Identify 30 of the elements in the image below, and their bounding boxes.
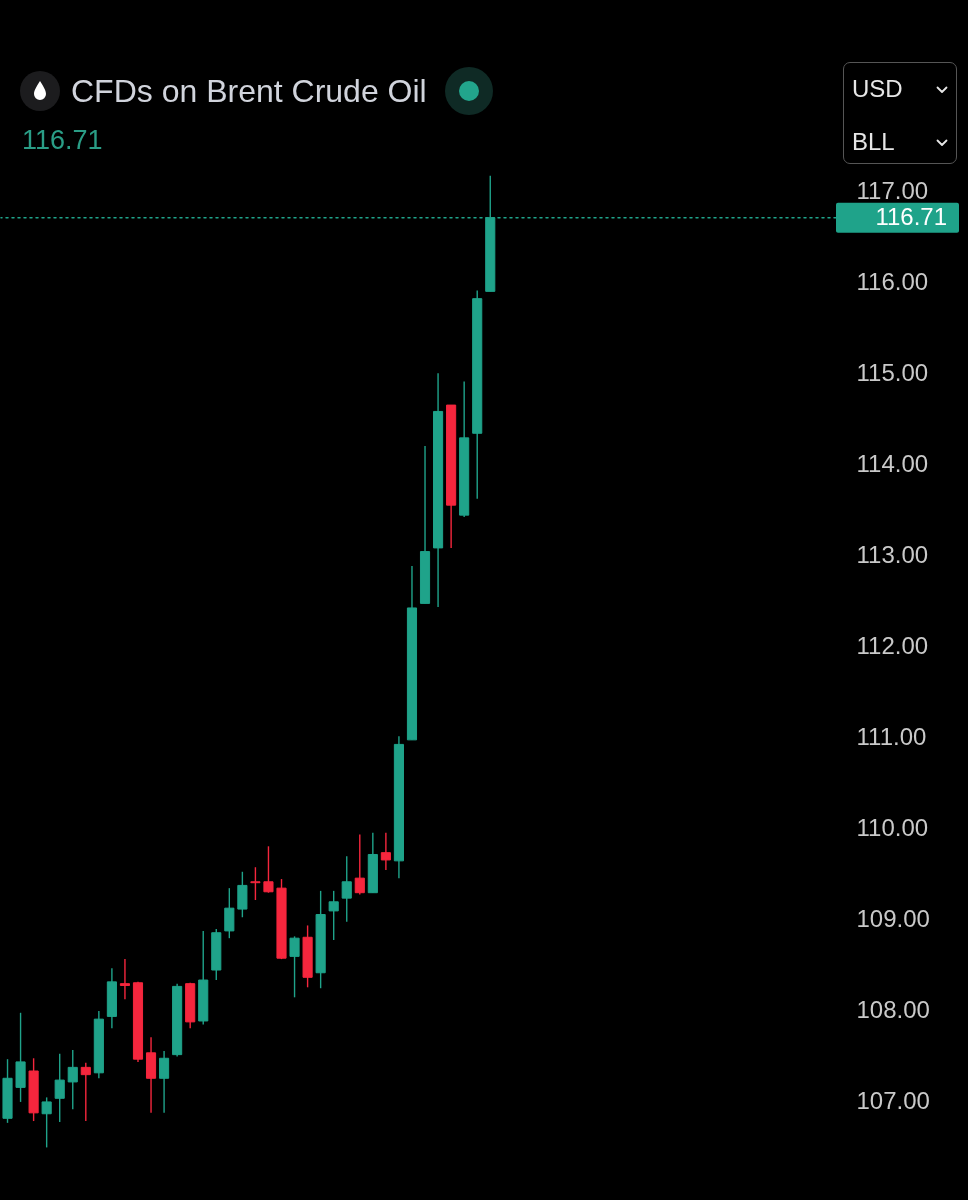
y-tick-label: 117.00 — [856, 176, 929, 204]
candlestick — [54, 1053, 65, 1123]
candlestick — [224, 887, 235, 939]
dropdown-box: USD BLL — [843, 62, 957, 164]
y-tick-label: 110.00 — [856, 813, 929, 841]
candlestick — [341, 855, 352, 923]
ref-line-label: 116.71 — [875, 202, 947, 230]
y-tick-label: 107.00 — [856, 1086, 930, 1114]
candlestick — [354, 833, 365, 896]
y-tick-label: 114.00 — [856, 449, 929, 477]
candlestick — [119, 958, 131, 1000]
y-tick-label: 116.00 — [856, 267, 929, 295]
candlestick — [67, 1049, 78, 1110]
candlestick — [289, 935, 300, 999]
candlestick — [41, 1096, 52, 1149]
chart-subtitle: 116.71 — [22, 124, 103, 156]
candlestick — [159, 1050, 170, 1114]
y-tick-label: 109.00 — [856, 904, 930, 932]
y-tick-label: 113.00 — [856, 540, 929, 568]
candlestick — [80, 1062, 91, 1122]
candlestick — [380, 831, 391, 871]
candlestick — [328, 890, 339, 941]
chart-title: CFDs on Brent Crude Oil — [71, 72, 427, 110]
y-tick-label: 108.00 — [856, 995, 930, 1023]
candlestick — [250, 866, 261, 901]
candlestick — [263, 845, 274, 894]
y-tick-label: 111.00 — [856, 722, 927, 750]
y-tick-label: 115.00 — [856, 358, 929, 386]
y-tick-label: 112.00 — [856, 631, 929, 659]
candlestick — [237, 871, 248, 918]
